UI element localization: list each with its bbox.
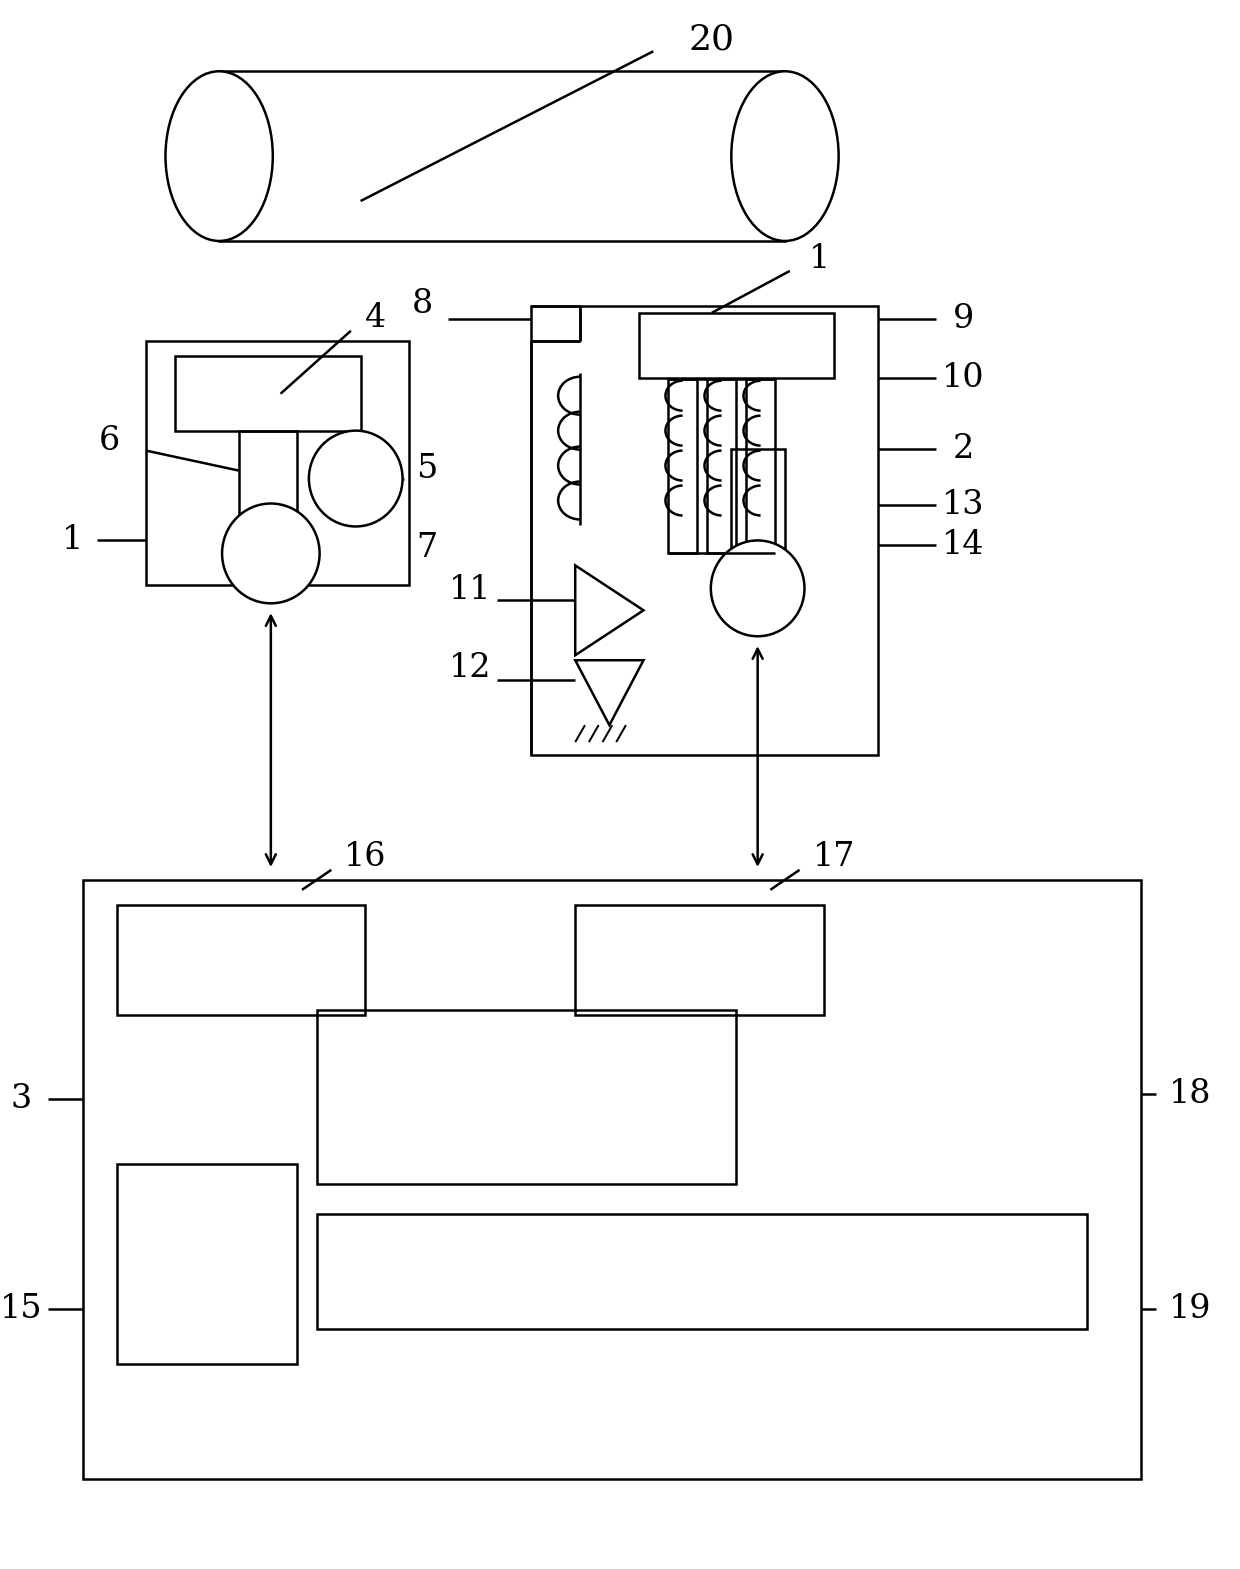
Bar	[575, 905, 825, 1015]
Text: 3: 3	[10, 1084, 32, 1116]
Text: 17: 17	[812, 841, 854, 872]
Text: 19: 19	[1168, 1293, 1211, 1326]
Text: 1: 1	[808, 243, 830, 275]
Circle shape	[222, 504, 320, 604]
Bar	[316, 1009, 737, 1185]
Bar	[117, 905, 366, 1015]
Bar	[146, 340, 409, 585]
Text: 10: 10	[942, 362, 985, 394]
Text: 6: 6	[98, 425, 119, 457]
Text: 7: 7	[417, 532, 438, 565]
Ellipse shape	[732, 71, 838, 242]
Text: 14: 14	[942, 529, 985, 562]
Bar	[83, 880, 1141, 1478]
Bar	[639, 312, 833, 378]
Text: 18: 18	[1168, 1078, 1211, 1111]
Ellipse shape	[165, 71, 273, 242]
Bar	[117, 1164, 298, 1363]
Bar	[316, 1214, 1087, 1329]
Bar	[531, 306, 878, 755]
Text: 11: 11	[449, 574, 491, 606]
Text: 12: 12	[449, 653, 491, 684]
Text: 4: 4	[365, 301, 386, 334]
Text: 15: 15	[0, 1293, 42, 1326]
Bar	[219, 71, 785, 242]
Text: 9: 9	[952, 303, 975, 334]
Circle shape	[711, 540, 805, 637]
Bar	[668, 378, 697, 554]
Text: 2: 2	[952, 433, 975, 464]
Bar	[175, 356, 361, 430]
Bar	[707, 378, 737, 554]
Text: 8: 8	[412, 287, 433, 320]
Bar	[238, 430, 298, 535]
Bar	[732, 449, 785, 549]
Text: 5: 5	[417, 452, 438, 485]
Text: 20: 20	[688, 22, 735, 56]
Text: 16: 16	[345, 841, 387, 872]
Circle shape	[309, 430, 403, 527]
Text: 1: 1	[62, 524, 83, 557]
Bar	[746, 378, 775, 554]
Text: 13: 13	[942, 490, 985, 521]
